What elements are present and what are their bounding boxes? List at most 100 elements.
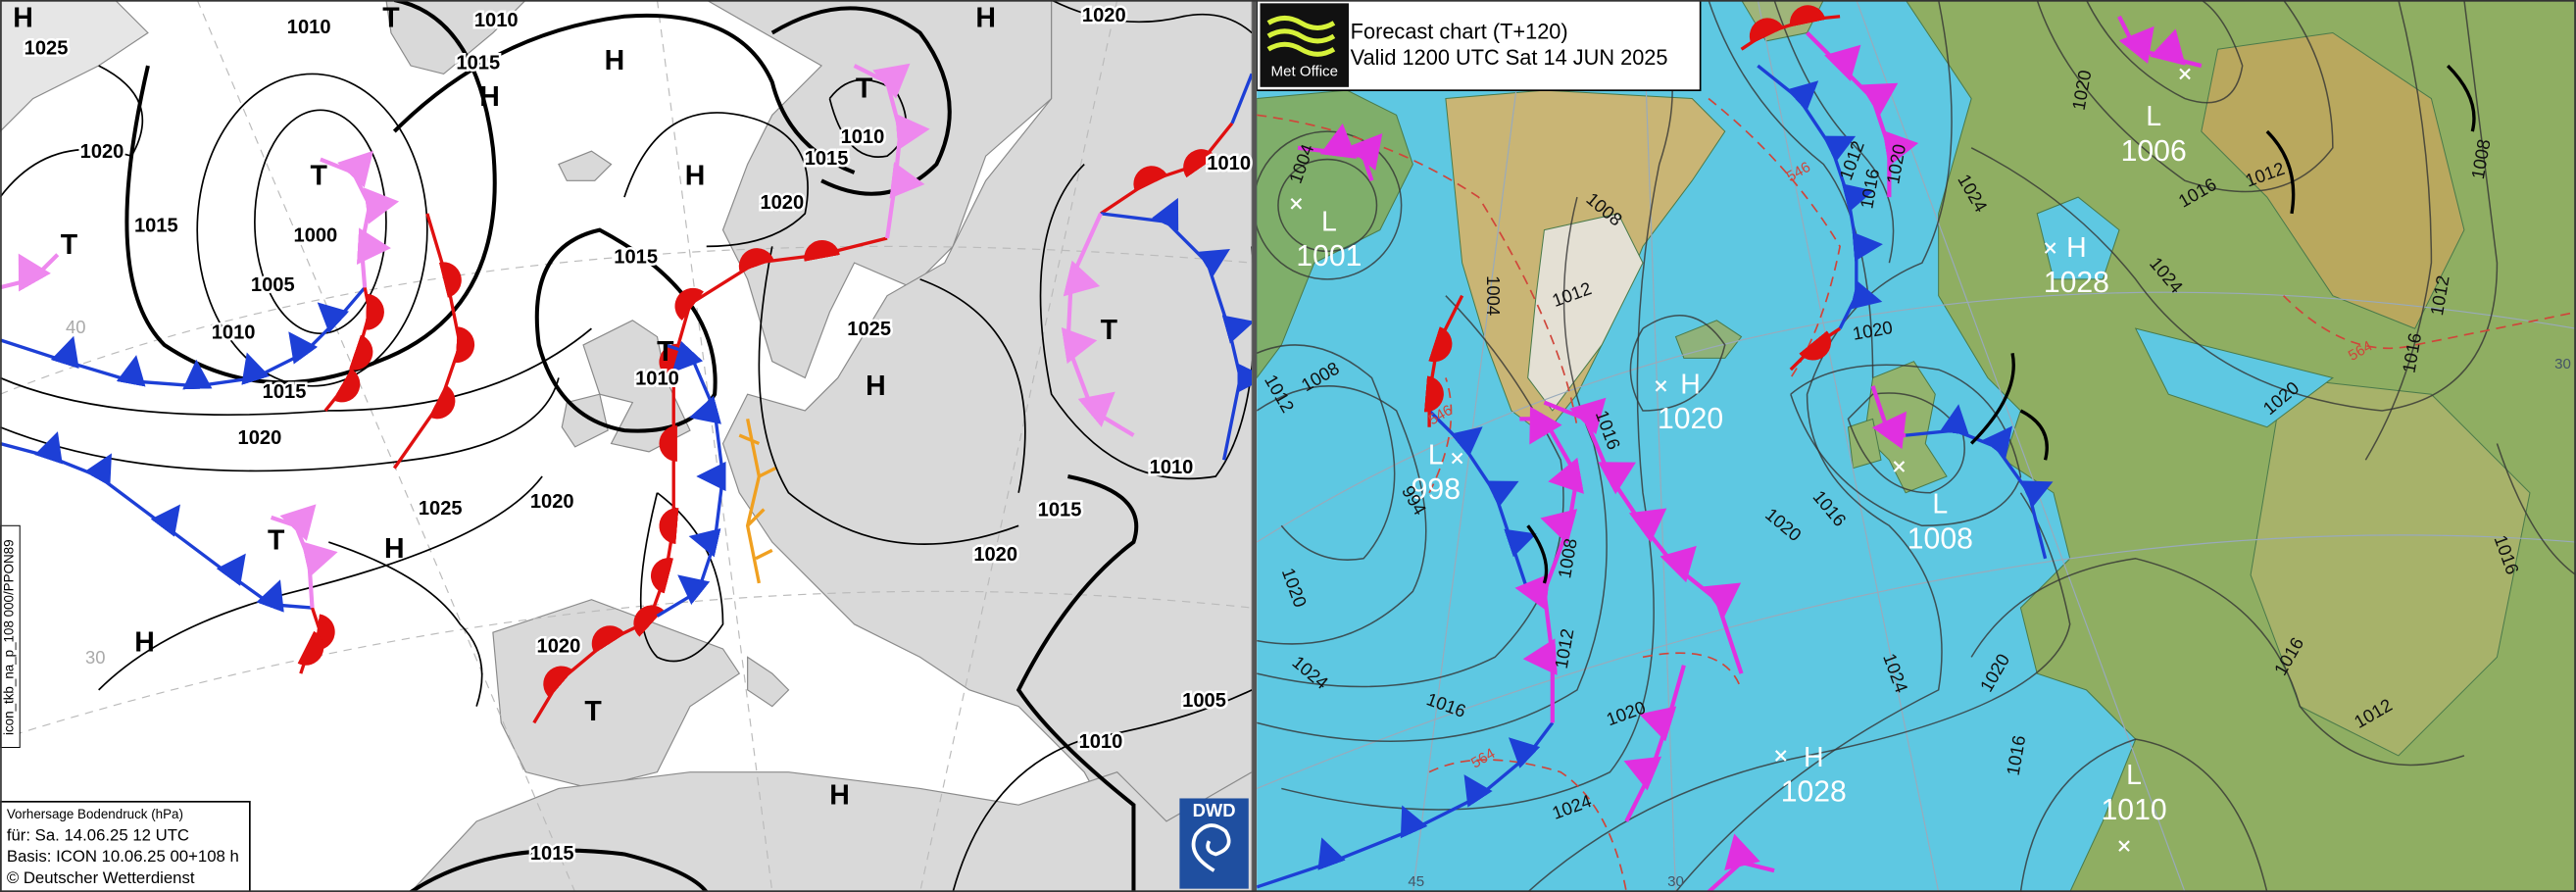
isobar-label: 1020 — [1082, 5, 1126, 26]
pressure-system-label: T — [268, 525, 285, 557]
isobar-label: 1020 — [537, 636, 581, 658]
fronts — [1230, 73, 1253, 124]
fronts — [1789, 326, 1842, 372]
center-markers — [1290, 198, 1303, 210]
info-box — [0, 800, 251, 892]
isobars — [1970, 0, 2499, 412]
isobars — [1970, 558, 2465, 767]
center-symbol: H — [1680, 369, 1701, 400]
center-markers — [2044, 242, 2056, 254]
pressure-system-label: T — [657, 336, 674, 368]
dwd-map — [0, 0, 1253, 892]
land — [1527, 213, 1644, 412]
center-pressure: 1020 — [1658, 403, 1723, 435]
info-box-line: Basis: ICON 10.06.25 00+108 h — [7, 847, 239, 866]
isobar-label: 1010 — [474, 10, 519, 31]
isobars — [1016, 474, 1139, 892]
fronts — [0, 63, 1253, 724]
land — [2036, 196, 2120, 280]
isobars — [919, 278, 1026, 493]
fronts — [0, 253, 60, 292]
isobars — [328, 541, 483, 707]
info-box-line: für: Sa. 14.06.25 12 UTC — [7, 825, 189, 844]
pressure-system-label: T — [382, 3, 400, 34]
dwd-logo — [1179, 798, 1249, 889]
isobars — [623, 112, 809, 248]
fronts — [656, 340, 726, 618]
graticule — [0, 245, 1253, 395]
fronts — [0, 286, 367, 390]
isobar-label: 1015 — [1038, 500, 1082, 521]
land — [2134, 327, 2335, 428]
met-office-logo-text: Met Office — [1271, 64, 1338, 80]
fronts — [1257, 5, 2476, 892]
isobars — [2036, 0, 2334, 193]
pressure-system-label: H — [384, 533, 405, 565]
center-pressure: 1028 — [2044, 267, 2109, 299]
center-symbol: L — [2146, 101, 2161, 132]
center-markers — [1893, 461, 1906, 472]
fronts — [1543, 397, 1744, 674]
center-pressure: 1006 — [2121, 135, 2187, 168]
isobars — [1527, 492, 2071, 892]
fronts — [1514, 406, 1584, 723]
grid-label: 45 — [1408, 873, 1424, 890]
fronts — [1100, 122, 1234, 216]
pressure-system-label: H — [866, 371, 886, 402]
grid-label: 40 — [66, 317, 86, 337]
graticule — [1257, 534, 2576, 789]
isobar-label: 1004 — [1483, 275, 1504, 316]
isobars — [409, 848, 709, 892]
center-symbol: H — [2066, 232, 2087, 264]
isobar-label: 1015 — [134, 216, 178, 237]
dwd-logo-text: DWD — [1193, 800, 1236, 820]
pressure-system-label: H — [829, 779, 850, 811]
met-office-map — [1257, 0, 2576, 892]
isobar-label: 1010 — [287, 17, 331, 38]
isobars — [2364, 0, 2433, 461]
isobar-label: 1020 — [80, 141, 124, 163]
grid-label: 30 — [2554, 356, 2571, 372]
land — [1257, 0, 2576, 892]
fronts — [297, 607, 335, 674]
met-office-logo-waves — [1266, 15, 1336, 57]
isobars — [1674, 0, 1953, 892]
fronts — [1757, 64, 1883, 329]
pressure-system-label: H — [685, 161, 706, 192]
center-markers — [1290, 68, 2191, 852]
pressure-system-label: H — [479, 81, 500, 113]
center-symbol: L — [1932, 489, 1948, 520]
center-symbol: L — [1428, 439, 1444, 471]
isobar-label: 1010 — [212, 322, 256, 344]
isobar-label: 1005 — [1182, 690, 1226, 712]
pressure-system-label: H — [975, 3, 996, 34]
center-symbol: L — [2126, 760, 2142, 791]
fronts — [1870, 385, 1907, 450]
fronts — [320, 150, 400, 288]
chart-title: Forecast chart (T+120) — [1351, 19, 1568, 43]
isobar-label: 1015 — [805, 148, 849, 170]
isobars — [0, 65, 144, 198]
isobar-label: 1010 — [1079, 731, 1123, 753]
fronts — [1100, 197, 1253, 461]
isobar-label: 1025 — [847, 319, 891, 340]
fronts — [1257, 721, 1555, 889]
isobars — [2019, 738, 2268, 892]
pressure-system-label: T — [61, 229, 78, 261]
isobars — [1257, 385, 1427, 645]
side-label: icon_tkb_na_p_108 000/PPON89 — [2, 539, 17, 735]
isobar-label: 1015 — [456, 53, 500, 74]
fronts — [1623, 665, 1686, 822]
fronts — [0, 431, 313, 613]
isobar-label: 1025 — [419, 498, 463, 520]
center-markers — [1451, 452, 1463, 465]
fronts — [1297, 123, 1383, 182]
center-markers — [1655, 380, 1667, 392]
isobars — [952, 689, 1253, 892]
land — [2250, 376, 2531, 757]
center-pressure: 1028 — [1781, 775, 1847, 808]
center-pressure: 1010 — [2102, 794, 2167, 826]
pressure-system-label: T — [856, 74, 873, 105]
isobar-label: 1010 — [1150, 457, 1194, 478]
isobar-label: 1025 — [25, 38, 69, 60]
